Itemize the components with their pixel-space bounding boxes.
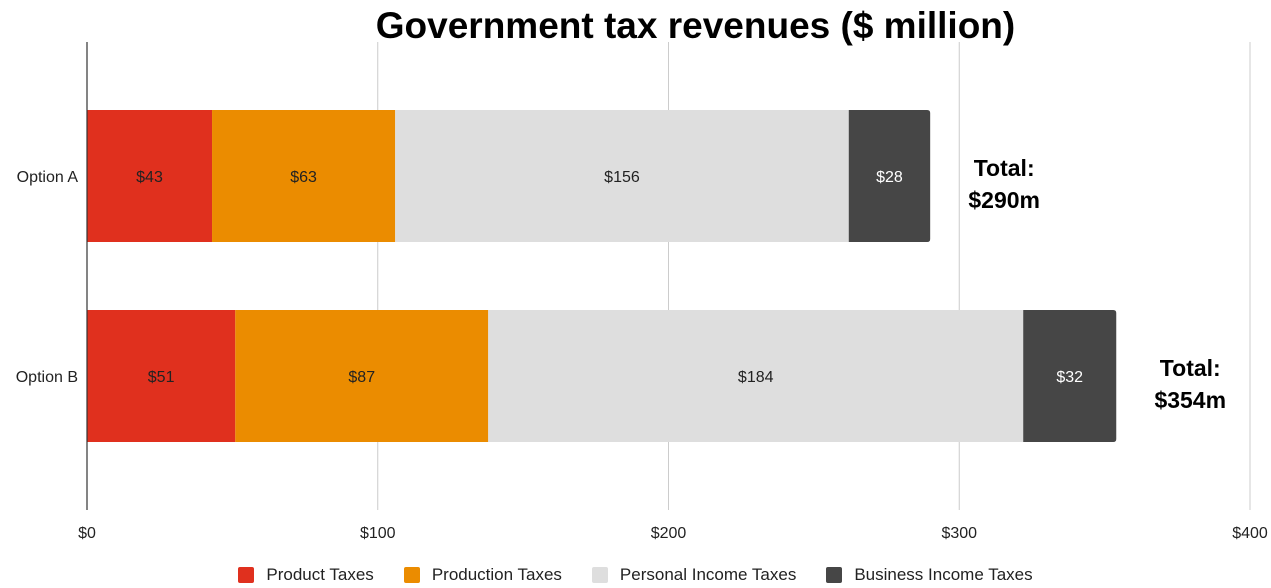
legend-label: Product Taxes	[266, 565, 374, 584]
bar-group	[87, 110, 1117, 442]
data-label: $28	[876, 169, 903, 186]
bar-segment	[395, 110, 849, 242]
legend-item: Product Taxes	[238, 565, 374, 585]
x-tick-label: $400	[1232, 525, 1268, 542]
legend-label: Production Taxes	[431, 565, 562, 584]
total-annotation: $290m	[968, 187, 1040, 213]
data-label: $43	[136, 169, 163, 186]
bar-segment	[87, 310, 236, 442]
x-tick-label: $0	[78, 525, 96, 542]
bar-segment	[212, 110, 396, 242]
data-label: $51	[148, 369, 175, 386]
legend-item: Business Income Taxes	[826, 565, 1033, 585]
legend-item: Production Taxes	[403, 565, 562, 585]
legend-swatch	[238, 567, 255, 583]
legend-swatch	[826, 567, 843, 583]
data-label: $156	[604, 169, 640, 186]
data-label: $32	[1056, 369, 1083, 386]
data-label: $87	[348, 369, 375, 386]
data-label: $63	[290, 169, 317, 186]
x-tick-label: $300	[941, 525, 977, 542]
x-tick-label: $200	[651, 525, 687, 542]
legend-swatch	[403, 567, 420, 583]
chart-title: Government tax revenues ($ million)	[375, 5, 1016, 46]
legend-item: Personal Income Taxes	[591, 565, 797, 585]
bar-segment	[235, 310, 489, 442]
y-category-label: Option B	[16, 369, 78, 386]
chart-plot: $0 $100 $200 $300 $400 $43 $63 $156 $28 Option A T…	[16, 42, 1268, 542]
legend-swatch	[591, 567, 608, 583]
bar-segment	[488, 310, 1024, 442]
legend-label: Personal Income Taxes	[619, 565, 797, 584]
bar-segment	[87, 110, 213, 242]
x-tick-label: $100	[360, 525, 396, 542]
total-annotation: $354m	[1154, 387, 1226, 413]
total-annotation: Total:	[1160, 355, 1221, 381]
bar-segment	[848, 110, 931, 242]
total-annotation: Total:	[974, 155, 1035, 181]
data-label: $184	[738, 369, 774, 386]
labels: $0 $100 $200 $300 $400 $43 $63 $156 $28 Option A T…	[16, 155, 1268, 542]
y-category-label: Option A	[17, 169, 79, 186]
bar-segment	[1023, 310, 1117, 442]
legend-label: Business Income Taxes	[854, 565, 1033, 584]
legend: Product Taxes Production Taxes Personal In…	[0, 562, 1271, 588]
